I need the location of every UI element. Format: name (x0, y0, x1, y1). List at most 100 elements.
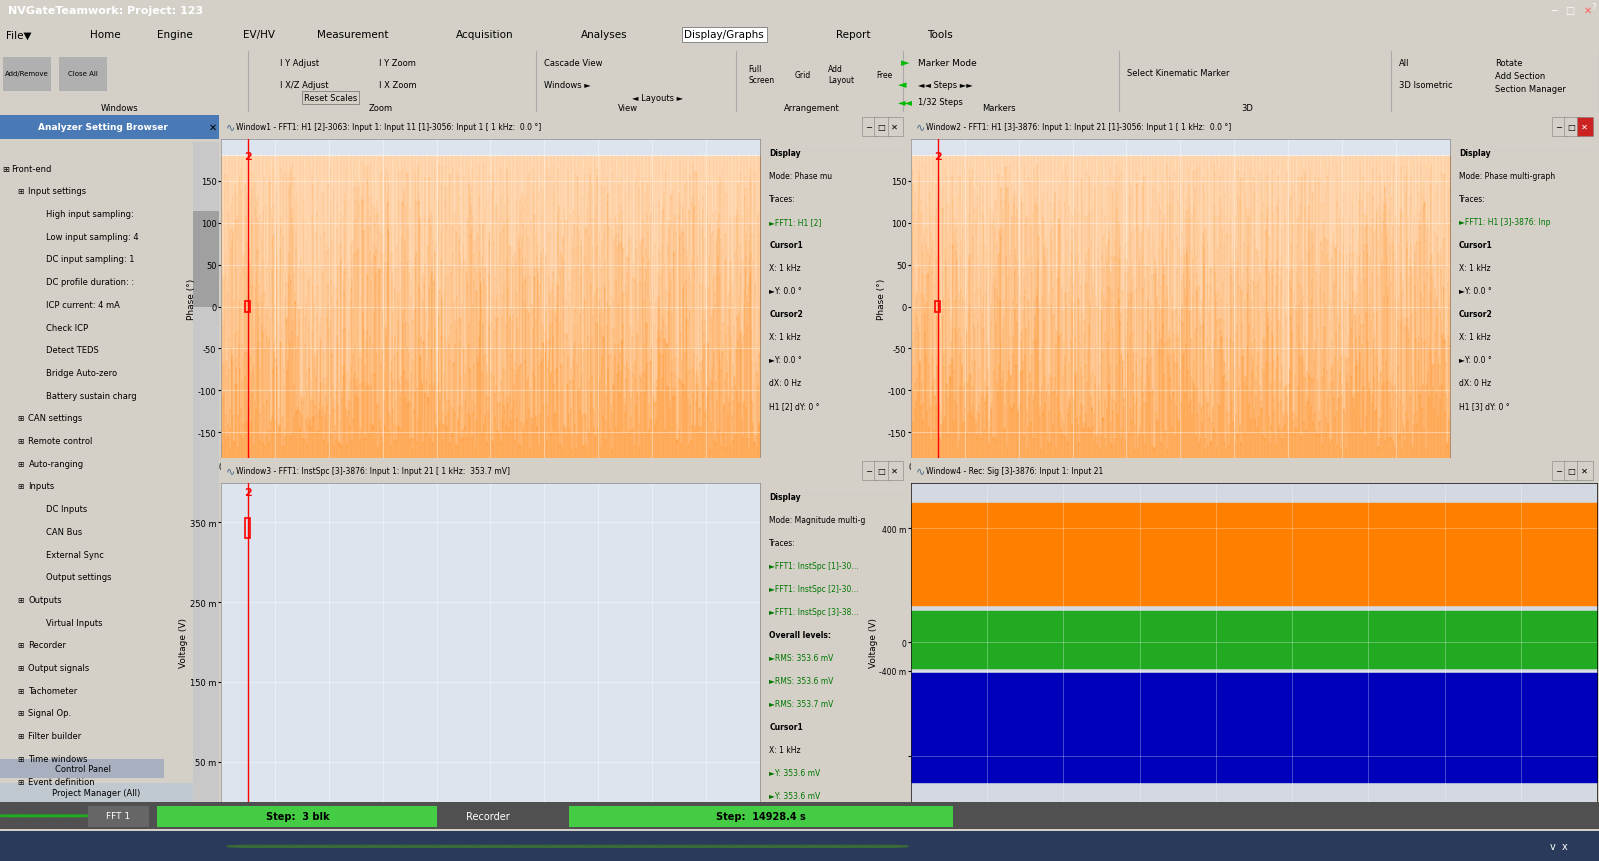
Circle shape (32, 815, 70, 816)
Text: □: □ (1567, 466, 1575, 475)
Circle shape (18, 815, 56, 816)
Text: Full
Screen: Full Screen (748, 65, 774, 84)
Bar (157, 807, 437, 827)
Text: Window2 - FFT1: H1 [3]-3876: Input 1: Input 21 [1]-3056: Input 1 [ 1 kHz:  0.0 °: Window2 - FFT1: H1 [3]-3876: Input 1: In… (926, 122, 1231, 132)
Text: ►RMS: 353.7 mV: ►RMS: 353.7 mV (769, 699, 833, 708)
Text: Display: Display (769, 149, 801, 158)
Text: High input sampling:: High input sampling: (46, 210, 134, 219)
Text: I Y Zoom: I Y Zoom (379, 59, 416, 67)
Text: 3D Isometric: 3D Isometric (1399, 81, 1453, 90)
Text: □: □ (1565, 6, 1575, 16)
Bar (0, 802, 1599, 829)
Text: ►Y: 353.6 mV: ►Y: 353.6 mV (769, 768, 820, 777)
Text: ✕: ✕ (891, 466, 899, 475)
Text: Tachometer: Tachometer (29, 686, 78, 695)
Text: Recorder: Recorder (465, 811, 510, 821)
Y-axis label: Voltage (V): Voltage (V) (179, 617, 189, 667)
Text: X: 1 kHz: X: 1 kHz (1460, 263, 1490, 273)
X-axis label: Frequency (Hz): Frequency (Hz) (1146, 473, 1215, 481)
Text: All: All (1399, 59, 1410, 67)
Text: Markers: Markers (982, 103, 1017, 113)
Text: dX: 0 Hz: dX: 0 Hz (1460, 378, 1492, 387)
Bar (875, 118, 889, 137)
Text: View: View (619, 103, 638, 113)
Text: 2: 2 (243, 487, 251, 497)
Circle shape (374, 846, 432, 847)
Bar (862, 118, 878, 137)
Text: 1/32 Steps: 1/32 Steps (918, 97, 963, 107)
Text: Close All: Close All (69, 71, 98, 77)
Text: Traces:: Traces: (1460, 195, 1485, 204)
Text: ►Y: 0.0 °: ►Y: 0.0 ° (1460, 356, 1492, 364)
Text: ∿: ∿ (225, 122, 235, 132)
Text: Mode: Magnitude multi-g: Mode: Magnitude multi-g (769, 516, 865, 524)
Text: Bridge Auto-zero: Bridge Auto-zero (46, 369, 117, 377)
Text: Analyses: Analyses (580, 30, 627, 40)
Text: File▼: File▼ (6, 30, 32, 40)
Text: ─: ─ (867, 466, 871, 475)
Text: ?: ? (1591, 3, 1596, 12)
Bar (59, 59, 107, 92)
Text: □: □ (1567, 122, 1575, 132)
Text: Virtual Inputs: Virtual Inputs (46, 618, 102, 627)
Circle shape (301, 846, 358, 847)
Text: DC input sampling: 1: DC input sampling: 1 (46, 255, 134, 264)
Text: DC Inputs: DC Inputs (46, 505, 88, 513)
Text: X: 1 kHz: X: 1 kHz (769, 332, 801, 342)
Text: ◄ Layouts ►: ◄ Layouts ► (632, 95, 683, 103)
Text: Remote control: Remote control (29, 437, 93, 445)
Bar (875, 461, 889, 480)
Text: ⊞: ⊞ (18, 482, 24, 491)
Circle shape (556, 846, 614, 847)
Text: Overall levels:: Overall levels: (769, 630, 831, 639)
Text: ◄◄: ◄◄ (899, 97, 913, 107)
Text: Window1 - FFT1: H1 [2]-3063: Input 1: Input 11 [1]-3056: Input 1 [ 1 kHz:  0.0 °: Window1 - FFT1: H1 [2]-3063: Input 1: In… (235, 122, 540, 132)
Text: ⊞: ⊞ (2, 164, 10, 173)
Text: ►FFT1: InstSpc [1]-30...: ►FFT1: InstSpc [1]-30... (769, 561, 859, 570)
Text: ►Y: 353.6 mV: ►Y: 353.6 mV (769, 790, 820, 800)
Text: v  x: v x (1549, 841, 1569, 852)
Text: Home: Home (90, 30, 120, 40)
Text: Outputs: Outputs (29, 595, 62, 604)
Text: □: □ (878, 466, 886, 475)
Text: □: □ (878, 122, 886, 132)
Text: ◄: ◄ (899, 80, 907, 90)
Bar (0, 759, 165, 778)
Text: Cursor1: Cursor1 (769, 241, 803, 250)
Text: Window4 - Rec: Sig [3]-3876: Input 1: Input 21: Window4 - Rec: Sig [3]-3876: Input 1: In… (926, 466, 1103, 475)
Circle shape (814, 846, 871, 847)
Text: ─: ─ (1556, 466, 1562, 475)
Text: Inputs: Inputs (29, 482, 54, 491)
X-axis label: Frequency (Hz): Frequency (Hz) (456, 473, 524, 481)
Text: FFT 1: FFT 1 (106, 811, 131, 821)
Text: ⊞: ⊞ (18, 709, 24, 717)
Text: ⊞: ⊞ (18, 754, 24, 763)
Circle shape (740, 846, 798, 847)
Circle shape (704, 846, 761, 847)
Text: ⊞: ⊞ (18, 437, 24, 445)
Text: Traces:: Traces: (769, 195, 796, 204)
Text: ►FFT1: InstSpc [2]-30...: ►FFT1: InstSpc [2]-30... (769, 585, 859, 593)
Text: Step:  14928.4 s: Step: 14928.4 s (716, 811, 806, 821)
Circle shape (521, 846, 579, 847)
Circle shape (777, 846, 835, 847)
Text: CAN Bus: CAN Bus (46, 527, 82, 536)
Text: Front-end: Front-end (11, 164, 51, 173)
Text: Acquisition: Acquisition (456, 30, 513, 40)
Text: ∿: ∿ (916, 466, 926, 475)
Text: Display: Display (769, 492, 801, 502)
Circle shape (264, 846, 321, 847)
Text: Marker Mode: Marker Mode (918, 59, 977, 67)
Text: H1 [2] dY: 0 °: H1 [2] dY: 0 ° (769, 401, 820, 411)
Text: Cursor2: Cursor2 (1460, 310, 1493, 319)
Text: Grid: Grid (795, 71, 811, 79)
Text: Recorder: Recorder (29, 641, 67, 649)
Text: ∿: ∿ (916, 122, 926, 132)
Bar (1578, 461, 1593, 480)
Text: Control Panel: Control Panel (56, 765, 112, 773)
Circle shape (448, 846, 505, 847)
Text: Report: Report (836, 30, 871, 40)
Circle shape (851, 846, 908, 847)
Bar (0, 784, 193, 802)
Text: Add Section: Add Section (1495, 72, 1545, 81)
